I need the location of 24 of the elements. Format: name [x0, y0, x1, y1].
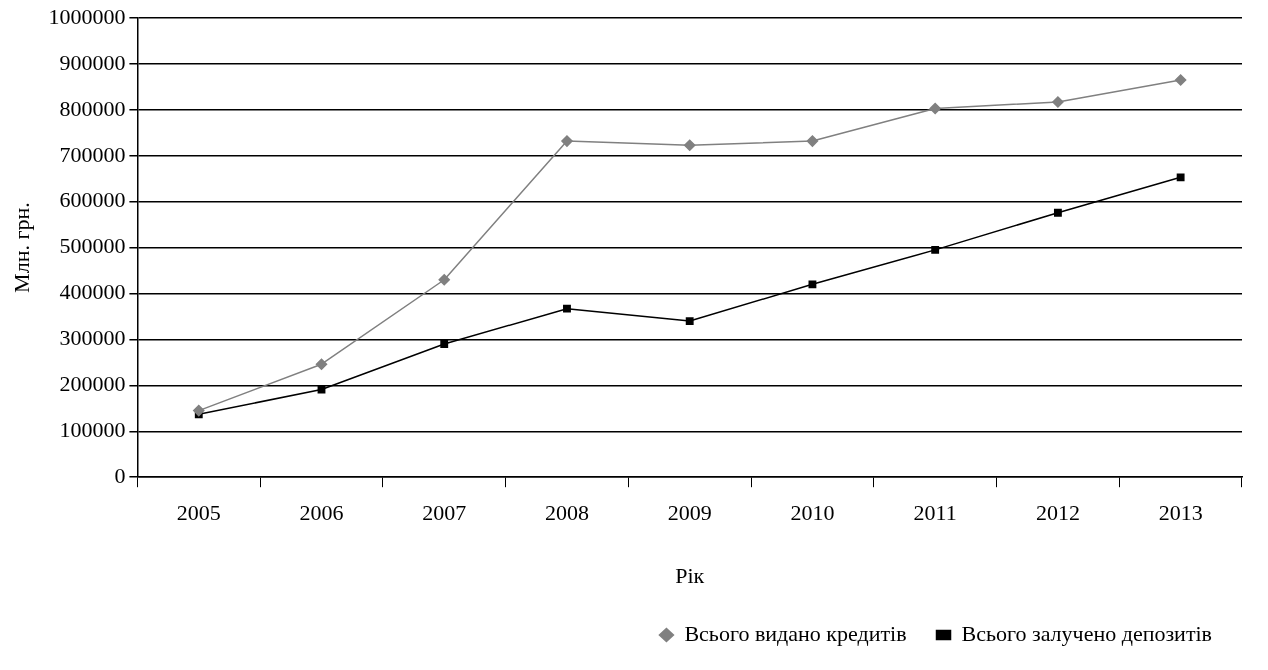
y-axis-title: Млн. грн.: [8, 202, 34, 293]
y-tick-label: 300000: [59, 325, 126, 351]
x-tick-label: 2007: [422, 500, 467, 526]
x-tick-label: 2012: [1035, 500, 1080, 526]
y-tick-label: 600000: [59, 187, 126, 213]
x-tick-label: 2013: [1158, 500, 1203, 526]
x-tick-label: 2005: [176, 500, 221, 526]
y-tick-label: 400000: [59, 279, 126, 305]
legend-label: Всього залучено депозитів: [961, 620, 1213, 646]
y-tick-label: 1000000: [48, 3, 126, 29]
y-tick-label: 0: [114, 462, 126, 488]
y-tick-label: 200000: [59, 371, 126, 397]
y-tick-label: 500000: [59, 233, 126, 259]
x-axis-title: Рік: [675, 562, 705, 588]
legend-label: Всього видано кредитів: [684, 620, 907, 646]
y-tick-label: 800000: [59, 95, 126, 121]
y-tick-label: 700000: [59, 141, 126, 167]
x-tick-label: 2006: [299, 500, 344, 526]
x-tick-label: 2011: [913, 500, 957, 526]
x-tick-label: 2008: [544, 500, 589, 526]
y-tick-label: 100000: [59, 417, 126, 443]
x-tick-label: 2010: [790, 500, 835, 526]
x-tick-label: 2009: [667, 500, 712, 526]
y-tick-label: 900000: [59, 49, 126, 75]
